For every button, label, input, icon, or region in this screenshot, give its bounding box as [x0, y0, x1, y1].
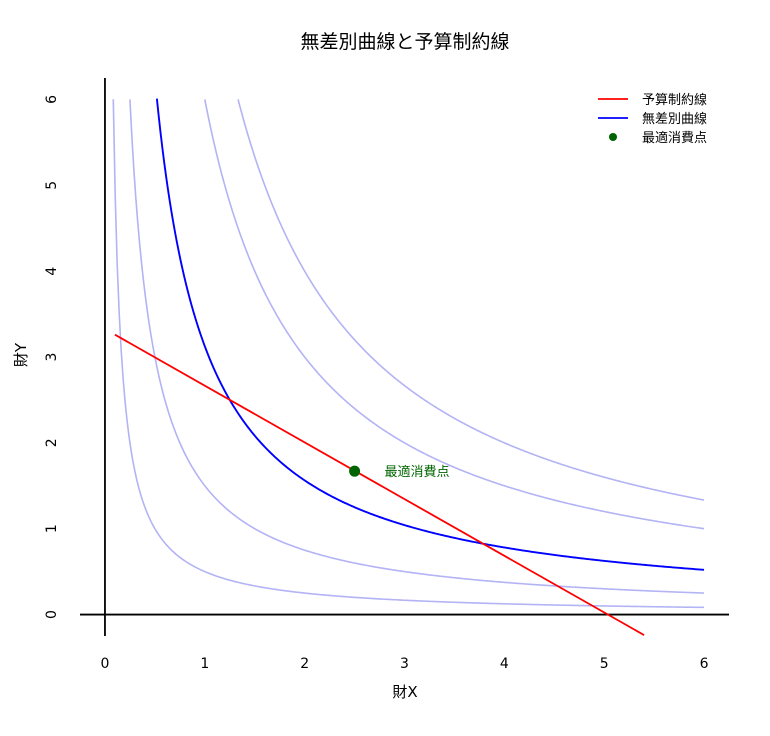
optimal-point-annotation: 最適消費点 [385, 464, 450, 480]
legend-label: 無差別曲線 [642, 111, 707, 127]
y-tick-label: 4 [44, 267, 60, 276]
x-axis-label: 財X [392, 683, 417, 701]
indifference-curve-5 [237, 99, 705, 501]
x-tick-label: 5 [600, 656, 609, 672]
x-tick-label: 4 [500, 656, 509, 672]
x-tick-label: 2 [300, 656, 309, 672]
indifference-curve-2 [129, 99, 705, 594]
y-tick-label: 6 [44, 95, 60, 104]
y-tick-label: 0 [44, 610, 60, 619]
axes-layer [80, 78, 729, 636]
points-layer: 最適消費点 [349, 464, 450, 480]
x-tick-label: 3 [400, 656, 409, 672]
y-axis-label: 財Y [12, 342, 30, 367]
legend-label: 予算制約線 [642, 92, 707, 108]
legend-label: 最適消費点 [642, 130, 707, 146]
curves-layer [112, 98, 705, 609]
y-tick-label: 5 [44, 181, 60, 190]
optimal-point [349, 465, 361, 477]
x-tick-label: 6 [700, 656, 709, 672]
y-tick-label: 2 [44, 438, 60, 447]
indifference-curve-1 [112, 99, 705, 609]
budget-layer [114, 333, 645, 636]
budget-line [114, 333, 645, 636]
legend-swatch [609, 133, 617, 141]
ticks-layer: 0 1 2 3 4 5 6 0 1 2 3 4 5 6 [44, 95, 709, 672]
y-tick-label: 3 [44, 353, 60, 362]
x-tick-label: 0 [101, 656, 110, 672]
optimal-indifference-curve [155, 98, 705, 571]
indifference-curve-4 [204, 99, 705, 530]
chart-title: 無差別曲線と予算制約線 [300, 31, 509, 53]
y-tick-label: 1 [44, 524, 60, 533]
x-tick-label: 1 [200, 656, 209, 672]
